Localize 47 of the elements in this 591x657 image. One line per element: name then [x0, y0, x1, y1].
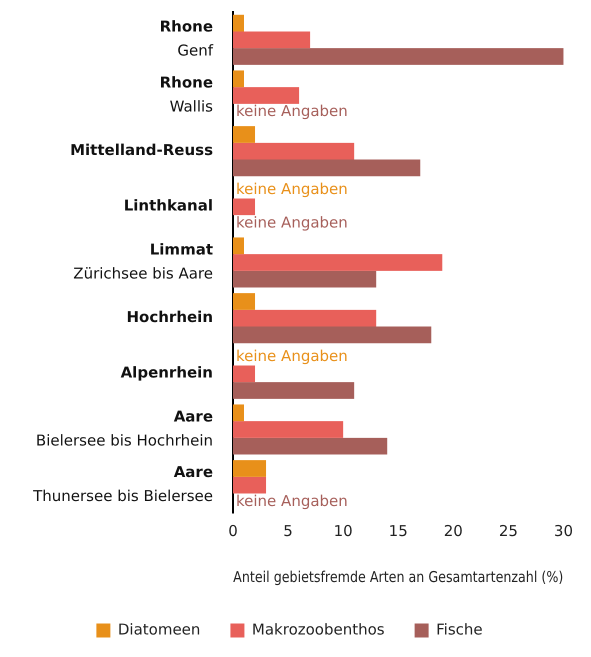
bar [233, 160, 420, 176]
bar [233, 404, 244, 422]
bar [233, 421, 344, 438]
bar [233, 310, 376, 327]
x-tick-label: 15 [388, 522, 408, 540]
bar [233, 438, 388, 455]
y-tick-label: Linthkanal [124, 196, 213, 215]
bar [233, 365, 256, 382]
text: keine Angaben [236, 180, 348, 198]
y-tick-label: Mittelland-Reuss [70, 141, 214, 160]
y-tick-label: Rhone Genf [160, 18, 214, 60]
text: keine Angaben [236, 213, 348, 232]
bar [233, 270, 376, 288]
bar [233, 326, 432, 344]
bar [233, 293, 256, 310]
x-tick-label: 20 [444, 522, 463, 540]
legend-label: Diatomeen [118, 620, 200, 638]
bar [233, 476, 266, 494]
bar [233, 237, 244, 254]
bar [233, 198, 256, 216]
y-tick-label: Alpenrhein [120, 364, 213, 382]
y-tick-label: Aare Thunersee bis Bielersee [32, 463, 213, 506]
bar [233, 14, 244, 32]
x-tick-label: 0 [228, 522, 238, 540]
bar [233, 87, 300, 104]
bar [233, 254, 442, 271]
text: keine Angaben [236, 347, 348, 366]
bar [233, 382, 354, 399]
x-tick-label: 25 [498, 522, 518, 540]
legend-label: Fische [436, 620, 483, 638]
legend-label: Makrozoobenthos [252, 620, 385, 638]
y-tick-label: Rhone Wallis [160, 73, 214, 116]
text: keine Angaben [236, 102, 348, 120]
x-tick-label: 5 [283, 522, 293, 540]
bar [233, 48, 564, 65]
bar [233, 31, 310, 48]
bar [233, 126, 256, 143]
x-tick-label: 30 [554, 522, 574, 540]
y-tick-label: Hochrhein [126, 308, 213, 326]
x-tick-label: 10 [334, 522, 353, 540]
text: keine Angaben [236, 492, 348, 510]
bar [233, 460, 266, 477]
bar [233, 142, 354, 160]
y-tick-label: Aare Bielersee bis Hochrhein [36, 407, 213, 450]
bar [233, 70, 244, 88]
x-axis-title: Anteil gebietsfremde Arten an Gesamtartenzahl (%) [233, 568, 564, 586]
y-tick-label: Limmat Zürichsee bis Aare [73, 240, 213, 282]
